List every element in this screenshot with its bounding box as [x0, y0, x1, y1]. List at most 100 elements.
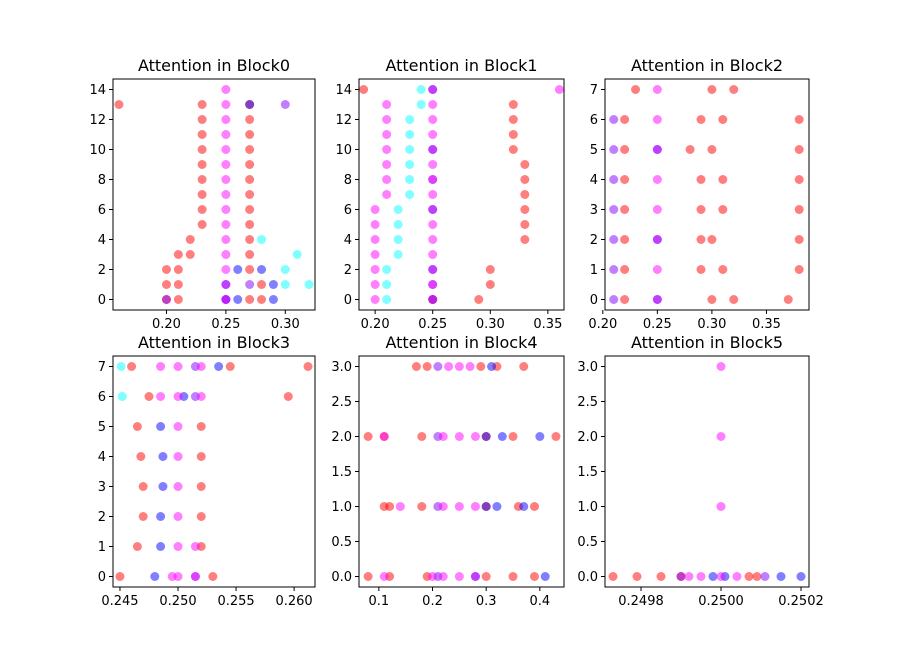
data-point [245, 175, 255, 184]
data-point [428, 220, 438, 229]
data-point [744, 572, 754, 581]
x-tick-label: 0.25 [418, 317, 447, 332]
data-point [428, 145, 438, 154]
points [609, 85, 804, 304]
y-tick-label: 0.0 [577, 570, 598, 585]
data-point [196, 512, 206, 521]
data-point [508, 100, 518, 109]
data-point [428, 100, 438, 109]
x-tick-label: 0.2502 [778, 594, 824, 609]
x-tick-label: 0.2498 [618, 594, 664, 609]
data-point [382, 265, 392, 274]
data-point [161, 265, 171, 274]
x-tick-label: 0.35 [533, 317, 562, 332]
data-point [393, 235, 403, 244]
data-point [280, 100, 290, 109]
y-tick-label: 1.0 [577, 500, 598, 515]
data-point [652, 205, 662, 214]
data-point [540, 572, 550, 581]
data-point [382, 145, 392, 154]
data-point [620, 115, 630, 124]
data-point [652, 115, 662, 124]
data-point [370, 235, 380, 244]
y-tick-label: 4 [98, 450, 106, 465]
data-point [359, 85, 369, 94]
data-point [497, 432, 507, 441]
plot-frame [112, 78, 316, 311]
data-point [280, 265, 290, 274]
data-point [173, 572, 183, 581]
data-point [196, 422, 206, 431]
y-tick-label: 10 [89, 143, 106, 158]
data-point [652, 145, 662, 154]
data-point [492, 502, 502, 511]
data-point [718, 115, 728, 124]
plot-area [359, 356, 564, 587]
data-point [393, 250, 403, 259]
x-tick-label: 0.245 [101, 594, 138, 609]
plot-frame [604, 355, 810, 588]
chart-title: Attention in Block0 [138, 56, 290, 75]
data-point [676, 572, 686, 581]
plot-frame [358, 78, 565, 311]
subplot-0: Attention in Block0 0.20 0.25 0.30 0 2 4 6 8 10 12… [89, 56, 316, 332]
data-point [196, 482, 206, 491]
data-point [132, 422, 142, 431]
y-tick-label: 1 [98, 540, 106, 555]
data-point [632, 572, 642, 581]
plot-frame [358, 355, 565, 588]
subplot-5: Attention in Block5 0.2498 0.2500 0.2502 0.0… [577, 333, 823, 609]
data-point [416, 100, 426, 109]
data-point [245, 280, 255, 289]
data-point [481, 432, 491, 441]
data-point [245, 295, 255, 304]
data-point [708, 572, 718, 581]
x-tick-label: 0.30 [697, 317, 726, 332]
data-point [716, 572, 726, 581]
data-point [156, 392, 166, 401]
x-tick-label: 0.30 [271, 317, 300, 332]
data-point [245, 100, 255, 109]
data-point [382, 175, 392, 184]
data-point [116, 362, 126, 371]
plot-area [605, 356, 809, 587]
data-point [718, 265, 728, 274]
data-point [631, 85, 641, 94]
data-point [221, 190, 231, 199]
data-point [370, 220, 380, 229]
data-point [245, 235, 255, 244]
data-point [197, 145, 207, 154]
data-point [221, 235, 231, 244]
data-point [173, 280, 183, 289]
data-point [257, 265, 267, 274]
points [359, 85, 564, 304]
data-point [454, 432, 464, 441]
data-point [508, 145, 518, 154]
y-tick-label: 7 [98, 360, 106, 375]
data-point [303, 362, 313, 371]
x-tick-label: 0.2500 [698, 594, 744, 609]
data-point [257, 235, 267, 244]
data-point [752, 572, 762, 581]
x-tick-label: 0.2 [422, 594, 443, 609]
data-point [716, 432, 726, 441]
data-point [508, 432, 518, 441]
data-point [428, 160, 438, 169]
data-point [652, 175, 662, 184]
data-point [433, 362, 443, 371]
y-tick-label: 3 [590, 203, 598, 218]
y-tick-label: 0 [590, 293, 598, 308]
x-tick-label: 0.250 [159, 594, 196, 609]
y-tick-label: 14 [335, 83, 352, 98]
x-tick-label: 0.30 [476, 317, 505, 332]
data-point [684, 572, 694, 581]
x-tick-label: 0.20 [588, 317, 617, 332]
data-point [280, 280, 290, 289]
data-point [393, 205, 403, 214]
data-point [438, 572, 448, 581]
data-point [520, 190, 530, 199]
data-point [370, 250, 380, 259]
chart-title: Attention in Block4 [385, 333, 537, 352]
data-point [405, 130, 415, 139]
y-tick-label: 0.5 [331, 535, 352, 550]
